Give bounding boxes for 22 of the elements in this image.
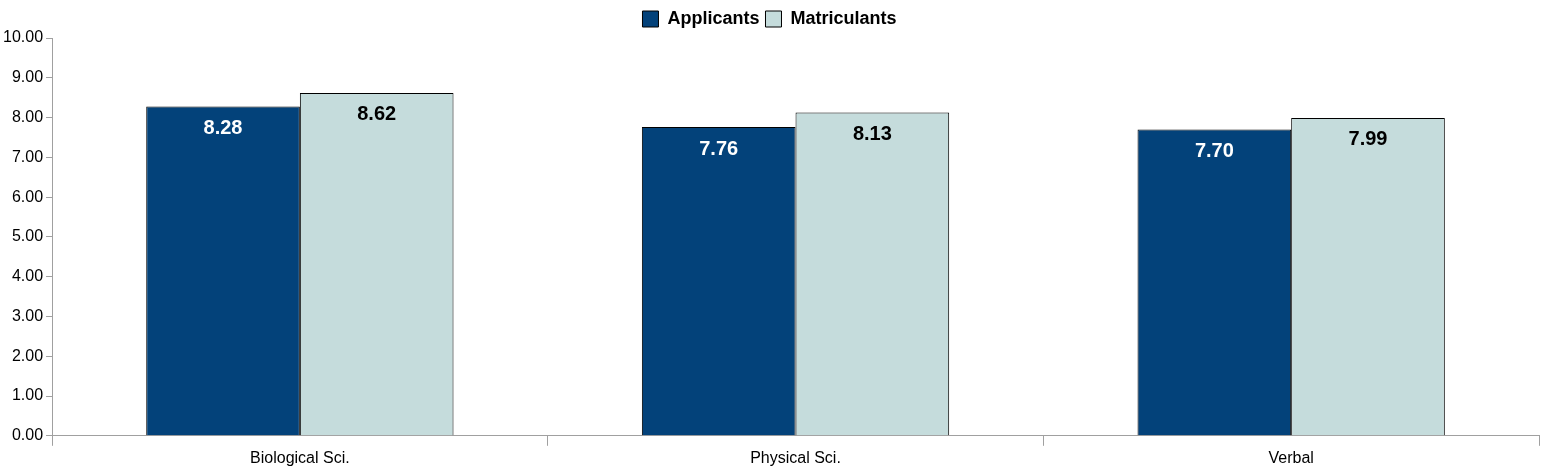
y-tick-label: 0.00 [11, 426, 44, 444]
y-tick-label: 5.00 [11, 227, 44, 245]
data-label: 8.62 [357, 102, 397, 125]
legend-label: Applicants [667, 7, 760, 28]
data-label: 8.13 [852, 121, 892, 144]
legend-label: Matriculants [790, 7, 897, 28]
y-tick-label: 4.00 [11, 267, 44, 285]
x-tick-label: Verbal [1268, 448, 1314, 466]
y-tick-label: 9.00 [11, 68, 44, 86]
y-tick-label: 6.00 [11, 187, 44, 205]
data-label: 7.99 [1348, 127, 1388, 150]
y-tick-label: 8.00 [11, 107, 44, 125]
y-tick-label: 3.00 [11, 306, 44, 324]
y-tick-label: 1.00 [11, 386, 44, 404]
data-label: 7.70 [1194, 139, 1234, 162]
data-label: 8.28 [203, 115, 243, 138]
y-tick-label: 7.00 [11, 147, 44, 165]
y-tick-label: 2.00 [11, 346, 44, 364]
x-tick-label: Physical Sci. [750, 448, 841, 466]
y-tick-label: 10.00 [2, 28, 44, 46]
x-tick-label: Biological Sci. [250, 448, 350, 466]
data-label: 7.76 [699, 136, 739, 159]
